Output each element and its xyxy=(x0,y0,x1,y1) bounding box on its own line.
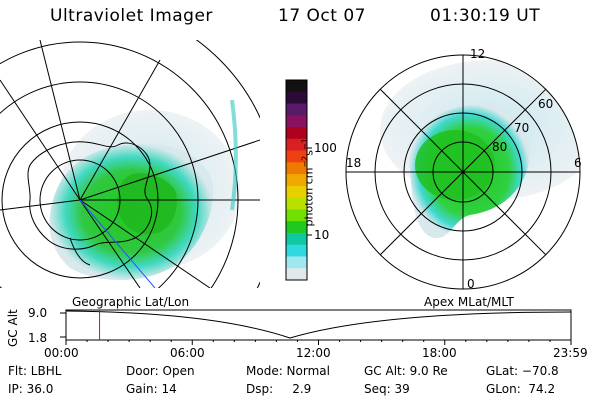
axis-name: GC Alt xyxy=(6,309,20,347)
info-gc-alt: GC Alt: 9.0 Re xyxy=(364,364,448,378)
x-tick-2359: 23:59 xyxy=(553,346,588,360)
geographic-label: Geographic Lat/Lon xyxy=(72,295,190,309)
apex-label: Apex MLat/MLT xyxy=(424,295,514,309)
meridian-lines xyxy=(0,40,260,288)
colorbar-segment xyxy=(286,138,307,152)
instrument-title: Ultraviolet Imager xyxy=(50,6,213,26)
x-tick-0000: 00:00 xyxy=(44,346,79,360)
colorbar-segment xyxy=(286,197,307,210)
info-ip: IP: 36.0 xyxy=(8,382,54,396)
altitude-timeline xyxy=(60,309,572,345)
colorbar-segment xyxy=(286,115,307,128)
noon-meridian xyxy=(79,199,156,288)
info-seq: Seq: 39 xyxy=(364,382,410,396)
info-glon: GLon: 74.2 xyxy=(486,382,556,396)
mlt-lines xyxy=(346,55,580,289)
info-door: Door: Open xyxy=(126,364,195,378)
info-mode: Mode: Normal xyxy=(246,364,330,378)
colorbar-segment xyxy=(286,80,307,93)
colorbar-label-10: 10 xyxy=(314,228,330,242)
y-max: 9.0 xyxy=(28,306,48,320)
altitude-curve xyxy=(65,310,572,339)
colorbar-segment xyxy=(286,174,307,187)
colorbar-frame xyxy=(285,79,308,281)
colorbar-segment xyxy=(286,127,307,140)
colorbar-segment xyxy=(286,221,307,234)
mlt-label-12: 12 xyxy=(470,47,486,61)
colorbar-unit: photon cm−2s−1 xyxy=(300,138,316,227)
info-gain: Gain: 14 xyxy=(126,382,177,396)
colorbar-segment xyxy=(286,256,307,269)
x-tick-0600: 06:00 xyxy=(170,346,205,360)
colorbar-label-100: 100 xyxy=(314,141,337,155)
colorbar-segment xyxy=(286,162,307,175)
color-bar xyxy=(286,80,307,281)
geographic-map xyxy=(0,40,260,288)
observation-time: 01:30:19 UT xyxy=(430,6,541,26)
colorbar-segment xyxy=(286,268,307,281)
colorbar-segment xyxy=(286,185,307,199)
colorbar-segment xyxy=(286,244,307,257)
colorbar-segment xyxy=(286,150,307,163)
lat-label-80: 80 xyxy=(492,140,508,154)
mlt-label-6: 6 xyxy=(574,156,582,170)
info-filter: Flt: LBHL xyxy=(8,364,62,378)
colorbar-segment xyxy=(286,209,307,222)
colorbar-segment xyxy=(286,103,307,116)
mlt-label-18: 18 xyxy=(346,156,362,170)
lat-label-70: 70 xyxy=(514,121,530,135)
colorbar-segment xyxy=(286,91,307,105)
x-tick-1800: 18:00 xyxy=(422,346,457,360)
y-min: 1.8 xyxy=(28,331,48,345)
magnetic-polar-plot xyxy=(345,54,581,290)
lat-label-60: 60 xyxy=(538,97,554,111)
x-tick-1200: 12:00 xyxy=(296,346,331,360)
mlt-label-0: 0 xyxy=(467,277,475,291)
observation-date: 17 Oct 07 xyxy=(278,6,366,26)
info-dsp: Dsp: 2.9 xyxy=(246,382,312,396)
colorbar-segment xyxy=(286,232,307,246)
info-glat: GLat: −70.8 xyxy=(486,364,559,378)
